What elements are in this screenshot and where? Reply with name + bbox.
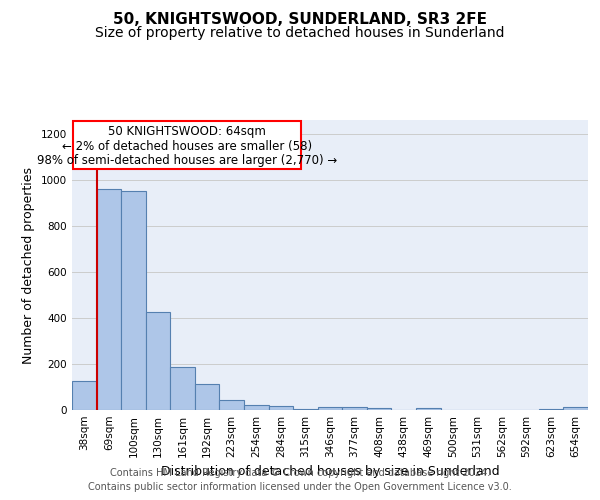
Text: ← 2% of detached houses are smaller (58): ← 2% of detached houses are smaller (58) (62, 140, 312, 153)
Text: 50, KNIGHTSWOOD, SUNDERLAND, SR3 2FE: 50, KNIGHTSWOOD, SUNDERLAND, SR3 2FE (113, 12, 487, 28)
Bar (539, 409, 563, 410)
Bar (269, 406, 293, 410)
Bar (416, 408, 440, 410)
Text: 50 KNIGHTSWOOD: 64sqm: 50 KNIGHTSWOOD: 64sqm (108, 125, 266, 138)
Bar (318, 406, 342, 410)
Bar (146, 312, 170, 410)
Bar (342, 406, 367, 410)
Bar (244, 406, 269, 410)
Text: Contains HM Land Registry data © Crown copyright and database right 2024.
Contai: Contains HM Land Registry data © Crown c… (88, 468, 512, 492)
Bar (195, 384, 220, 410)
Bar (367, 408, 391, 410)
Y-axis label: Number of detached properties: Number of detached properties (22, 166, 35, 364)
Bar (97, 189, 121, 410)
Bar (563, 407, 588, 410)
X-axis label: Distribution of detached houses by size in Sunderland: Distribution of detached houses by size … (161, 466, 499, 478)
Bar (72, 381, 97, 410)
Bar (220, 400, 244, 410)
Text: 98% of semi-detached houses are larger (2,770) →: 98% of semi-detached houses are larger (… (37, 154, 337, 167)
Bar (293, 409, 318, 410)
Bar (121, 192, 146, 410)
Bar (73, 121, 301, 170)
Text: Size of property relative to detached houses in Sunderland: Size of property relative to detached ho… (95, 26, 505, 40)
Bar (170, 368, 195, 410)
